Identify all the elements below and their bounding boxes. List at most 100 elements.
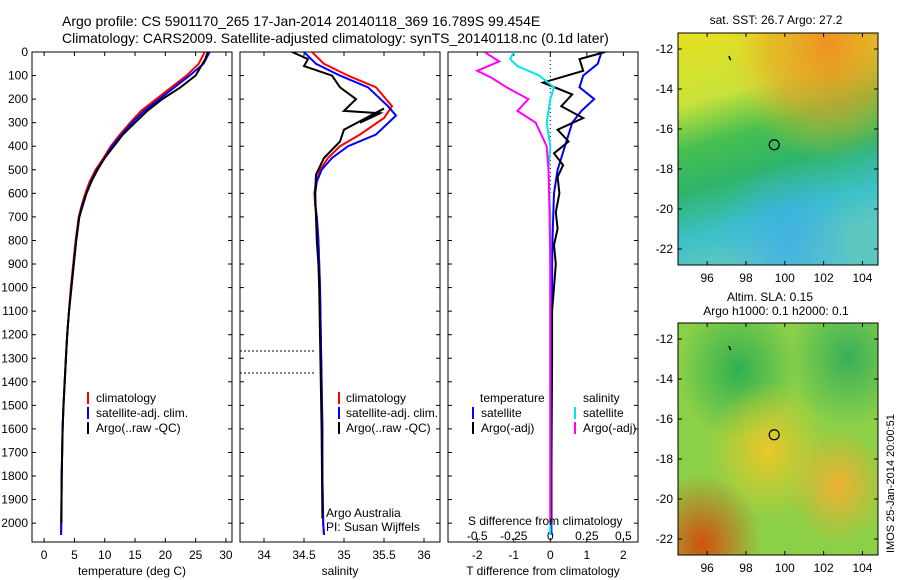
difference-salinity-legend: salinity satellite Argo(-adj) — [574, 391, 636, 435]
map-y-tick-label: -18 — [656, 162, 674, 176]
salinity-difference-tick-label: 0.5 — [615, 529, 632, 543]
salinity-note-line-1: Argo Australia — [326, 506, 401, 520]
sst-argo-location-marker — [768, 139, 780, 151]
legend-clim-label: climatology — [96, 391, 156, 405]
y-tick-label: 900 — [8, 257, 28, 271]
sst-island — [728, 55, 732, 61]
x-tick-label: 10 — [98, 548, 112, 562]
x-tick-label: 5 — [71, 548, 78, 562]
series-line-2 — [291, 52, 385, 519]
map-x-tick-label: 100 — [775, 561, 795, 575]
sla-island — [728, 345, 732, 351]
x-tick-label: 36 — [417, 548, 431, 562]
series-line-1 — [539, 52, 606, 524]
legend-salinity-title: salinity — [583, 391, 620, 405]
y-tick-label: 800 — [8, 233, 28, 247]
x-tick-label: 30 — [219, 548, 233, 562]
sla-map-axes: 96 98 100 102 104 -12 -14 -16 -18 -20 -22 — [656, 323, 878, 575]
sst-map-cool-patch — [678, 33, 878, 265]
legend-sat-label: satellite-adj. clim. — [346, 406, 438, 420]
temperature-xlabel: temperature (deg C) — [78, 564, 186, 578]
temperature-y-axis: 0 100 200 300 400 500 600 700 800 900 1000 1100 1200… — [1, 45, 638, 530]
salinity-panel-frame — [239, 51, 441, 543]
map-y-tick-label: -14 — [656, 82, 674, 96]
y-tick-label: 500 — [8, 163, 28, 177]
salinity-xlabel: salinity — [322, 564, 359, 578]
map-x-tick-label: 96 — [700, 561, 714, 575]
title-line-2: Climatology: CARS2009. Satellite-adjuste… — [62, 30, 609, 46]
y-tick-label: 600 — [8, 186, 28, 200]
map-y-tick-label: -20 — [656, 492, 674, 506]
y-tick-label: 2000 — [1, 516, 28, 530]
title-line-1: Argo profile: CS 5901170_265 17-Jan-2014… — [62, 13, 540, 29]
map-x-tick-label: 98 — [739, 271, 753, 285]
salinity-note-line-2: PI: Susan Wijffels — [326, 520, 420, 534]
map-y-tick-label: -12 — [656, 332, 674, 346]
x-tick-label: -2 — [472, 548, 483, 562]
y-tick-label: 0 — [21, 45, 28, 59]
sla-argo-location-marker — [768, 429, 780, 441]
sst-map-frame — [677, 32, 879, 266]
sla-map-red-patch — [678, 323, 878, 555]
x-tick-label: -1 — [508, 548, 519, 562]
difference-xlabel: T difference from climatology — [466, 564, 620, 578]
map-x-tick-label: 98 — [739, 561, 753, 575]
x-tick-label: 35.5 — [372, 548, 396, 562]
sla-map-frame — [677, 322, 879, 556]
x-tick-label: 0 — [41, 548, 48, 562]
salinity-difference-tick-label: 0 — [547, 529, 554, 543]
map-x-tick-label: 102 — [814, 561, 834, 575]
imos-watermark: IMOS 25-Jan-2014 20:00:51 — [885, 414, 897, 553]
series-line-3 — [474, 52, 552, 524]
legend-temp-sat-label: satellite — [481, 406, 522, 420]
map-x-tick-label: 104 — [852, 271, 872, 285]
salinity-x-axis: 34 34.5 35 35.5 36 — [257, 52, 431, 562]
x-tick-label: 34.5 — [292, 548, 316, 562]
legend-sal-argo-label: Argo(-adj) — [583, 421, 636, 435]
x-tick-label: 25 — [189, 548, 203, 562]
map-y-tick-label: -16 — [656, 122, 674, 136]
y-tick-label: 1800 — [1, 469, 28, 483]
difference-panel-frame — [447, 51, 639, 543]
map-x-tick-label: 104 — [852, 561, 872, 575]
salinity-difference-tick-label: 0.25 — [575, 529, 599, 543]
difference-temperature-legend: temperature satellite Argo(-adj) — [472, 391, 545, 435]
y-tick-label: 1400 — [1, 375, 28, 389]
legend-clim-label: climatology — [346, 391, 406, 405]
map-y-tick-label: -20 — [656, 202, 674, 216]
sst-map-title: sat. SST: 26.7 Argo: 27.2 — [710, 13, 843, 27]
x-tick-label: 1 — [584, 548, 591, 562]
difference-x-axis: -2 -1 0 1 2 — [472, 52, 627, 562]
y-tick-label: 1900 — [1, 493, 28, 507]
salinity-difference-tick-label: -0.5 — [467, 529, 488, 543]
sst-map-axes: 96 98 100 102 104 -12 -14 -16 -18 -20 -22 — [656, 33, 878, 285]
x-tick-label: 34 — [257, 548, 271, 562]
series-line-2 — [60, 52, 209, 524]
temperature-x-axis: 0 5 10 15 20 25 30 — [41, 52, 233, 562]
salinity-lines — [291, 52, 398, 535]
sla-map-title-line-1: Altim. SLA: 0.15 — [727, 290, 813, 304]
legend-temp-argo-label: Argo(-adj) — [481, 421, 534, 435]
temperature-panel-frame — [31, 51, 233, 543]
legend-sal-sat-label: satellite — [583, 406, 624, 420]
y-tick-label: 200 — [8, 92, 28, 106]
x-tick-label: 15 — [128, 548, 142, 562]
map-y-tick-label: -16 — [656, 412, 674, 426]
y-tick-label: 1000 — [1, 281, 28, 295]
x-tick-label: 35 — [337, 548, 351, 562]
map-y-tick-label: -14 — [656, 372, 674, 386]
temperature-legend: climatology satellite-adj. clim. Argo(..… — [87, 391, 188, 435]
map-x-tick-label: 100 — [775, 271, 795, 285]
map-x-tick-label: 102 — [814, 271, 834, 285]
legend-argo-label: Argo(..raw -QC) — [346, 421, 431, 435]
y-tick-label: 1700 — [1, 445, 28, 459]
sla-map-title-line-2: Argo h1000: 0.1 h2000: 0.1 — [703, 304, 849, 318]
legend-temperature-title: temperature — [480, 391, 545, 405]
legend-argo-label: Argo(..raw -QC) — [96, 421, 181, 435]
map-y-tick-label: -18 — [656, 452, 674, 466]
y-tick-label: 1600 — [1, 422, 28, 436]
y-tick-label: 1500 — [1, 398, 28, 412]
x-tick-label: 20 — [159, 548, 173, 562]
y-tick-label: 1200 — [1, 328, 28, 342]
